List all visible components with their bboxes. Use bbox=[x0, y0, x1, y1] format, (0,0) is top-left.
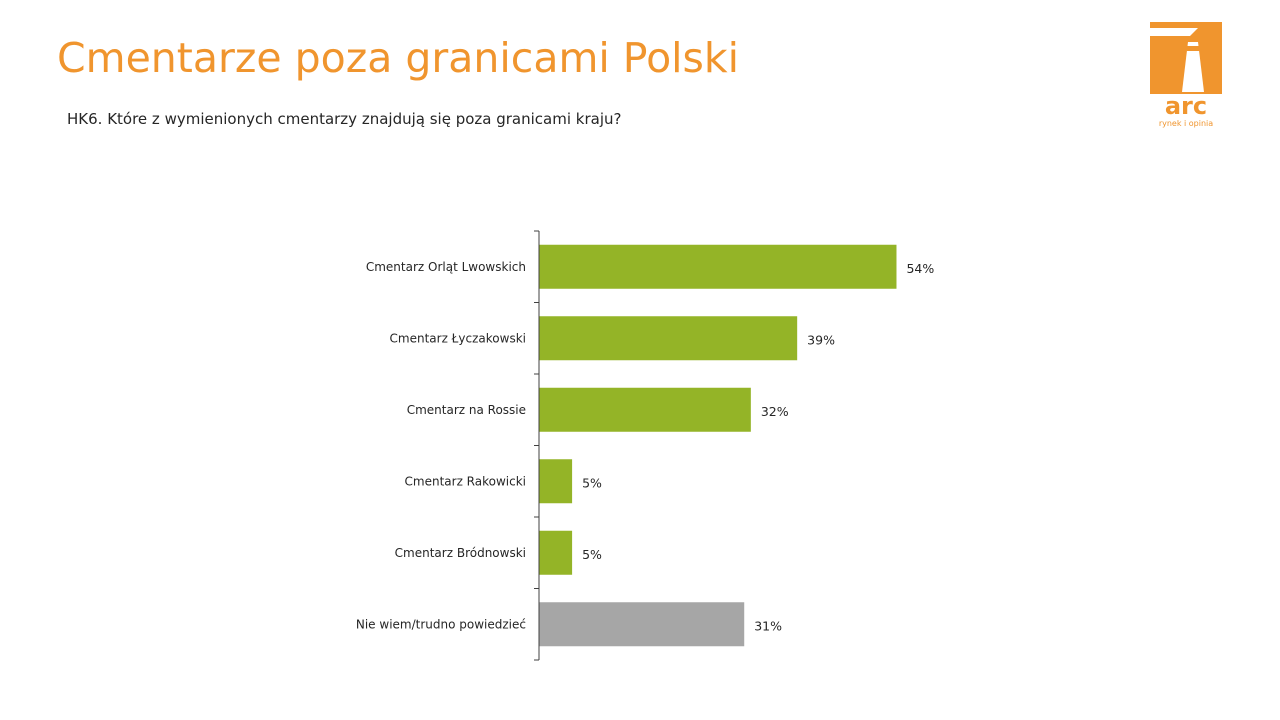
value-label: 31% bbox=[754, 618, 782, 633]
category-label: Cmentarz Bródnowski bbox=[395, 546, 526, 560]
category-label: Cmentarz Łyczakowski bbox=[390, 331, 526, 345]
category-label: Nie wiem/trudno powiedzieć bbox=[356, 617, 526, 631]
bar bbox=[539, 602, 745, 647]
value-label: 32% bbox=[761, 404, 789, 419]
question-text: HK6. Które z wymienionych cmentarzy znaj… bbox=[67, 110, 622, 128]
logo-tagline: rynek i opinia bbox=[1159, 119, 1213, 128]
bar bbox=[539, 459, 573, 504]
value-label: 5% bbox=[582, 475, 602, 490]
logo-text: arc bbox=[1165, 92, 1207, 120]
category-label: Cmentarz na Rossie bbox=[407, 403, 526, 417]
logo-beam bbox=[1150, 28, 1198, 36]
value-label: 39% bbox=[807, 332, 835, 347]
category-label: Cmentarz Orląt Lwowskich bbox=[366, 260, 526, 274]
page-title: Cmentarze poza granicami Polski bbox=[57, 34, 740, 82]
bar bbox=[539, 244, 897, 289]
bar bbox=[539, 387, 751, 432]
bar bbox=[539, 316, 798, 361]
value-label: 54% bbox=[906, 261, 934, 276]
bar bbox=[539, 530, 573, 575]
value-label: 5% bbox=[582, 547, 602, 562]
category-label: Cmentarz Rakowicki bbox=[405, 474, 526, 488]
logo-lighthouse bbox=[1182, 42, 1204, 92]
arc-logo: arc rynek i opinia bbox=[1150, 22, 1222, 128]
